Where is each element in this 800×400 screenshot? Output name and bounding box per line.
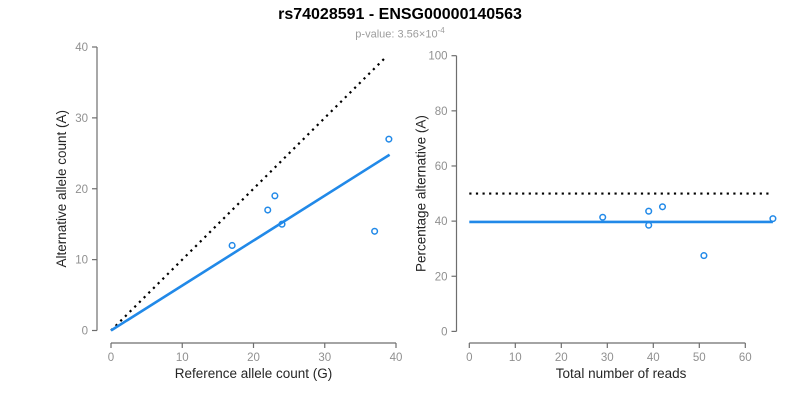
y-axis-title: Alternative allele count (A): [54, 110, 69, 268]
data-point: [264, 206, 272, 214]
p-value-exponent: -4: [437, 26, 445, 35]
data-point: [371, 227, 379, 235]
x-tick-label: 20: [247, 352, 260, 364]
x-tick-label: 10: [176, 352, 189, 364]
data-point: [645, 221, 653, 229]
identity-line: [110, 55, 388, 332]
y-tick-label: 20: [75, 184, 88, 196]
x-tick-label: 0: [466, 352, 472, 364]
x-axis-title: Total number of reads: [556, 366, 687, 381]
data-point: [658, 203, 667, 211]
x-axis-title: Reference allele count (G): [175, 366, 333, 381]
y-axis-title: Percentage alternative (A): [414, 115, 429, 272]
data-point: [271, 192, 279, 200]
x-tick-label: 10: [509, 352, 522, 364]
p-value-label: p-value: 3.56×10: [355, 28, 438, 41]
x-tick-label: 60: [739, 352, 752, 364]
y-tick-label: 40: [435, 216, 448, 228]
data-point: [599, 213, 607, 221]
y-tick-label: 0: [441, 326, 447, 338]
y-tick-label: 100: [428, 51, 447, 63]
x-tick-label: 40: [390, 352, 403, 364]
x-tick-label: 20: [555, 352, 568, 364]
figure-subtitle: p-value: 3.56×10-4: [0, 24, 800, 42]
data-point: [769, 215, 777, 223]
y-tick-label: 0: [82, 326, 88, 338]
y-tick-label: 10: [75, 255, 88, 267]
x-tick-label: 30: [318, 352, 331, 364]
y-tick-label: 30: [75, 113, 88, 125]
data-point: [645, 207, 653, 215]
x-tick-label: 50: [693, 352, 706, 364]
y-tick-label: 40: [75, 42, 88, 54]
y-tick-label: 80: [435, 106, 448, 118]
allele-count-scatter: 0 10 20 30 40 0 10 20 30 40 Reference allele count…: [54, 42, 402, 381]
percentage-alternative-scatter: 0 10 20 30 40 50 60 0 20 40 60 80 100 Total number of…: [414, 51, 777, 381]
data-point: [228, 241, 236, 249]
y-tick-label: 20: [435, 271, 448, 283]
y-tick-label: 60: [435, 161, 448, 173]
title-block: rs74028591 - ENSG00000140563 p-value: 3.…: [0, 0, 800, 42]
x-tick-label: 40: [647, 352, 660, 364]
data-point: [278, 220, 286, 228]
figure-title: rs74028591 - ENSG00000140563: [278, 6, 522, 23]
x-tick-label: 0: [108, 352, 114, 364]
regression-line: [110, 153, 391, 332]
data-point: [385, 135, 393, 143]
x-tick-label: 30: [601, 352, 614, 364]
data-point: [700, 252, 708, 260]
